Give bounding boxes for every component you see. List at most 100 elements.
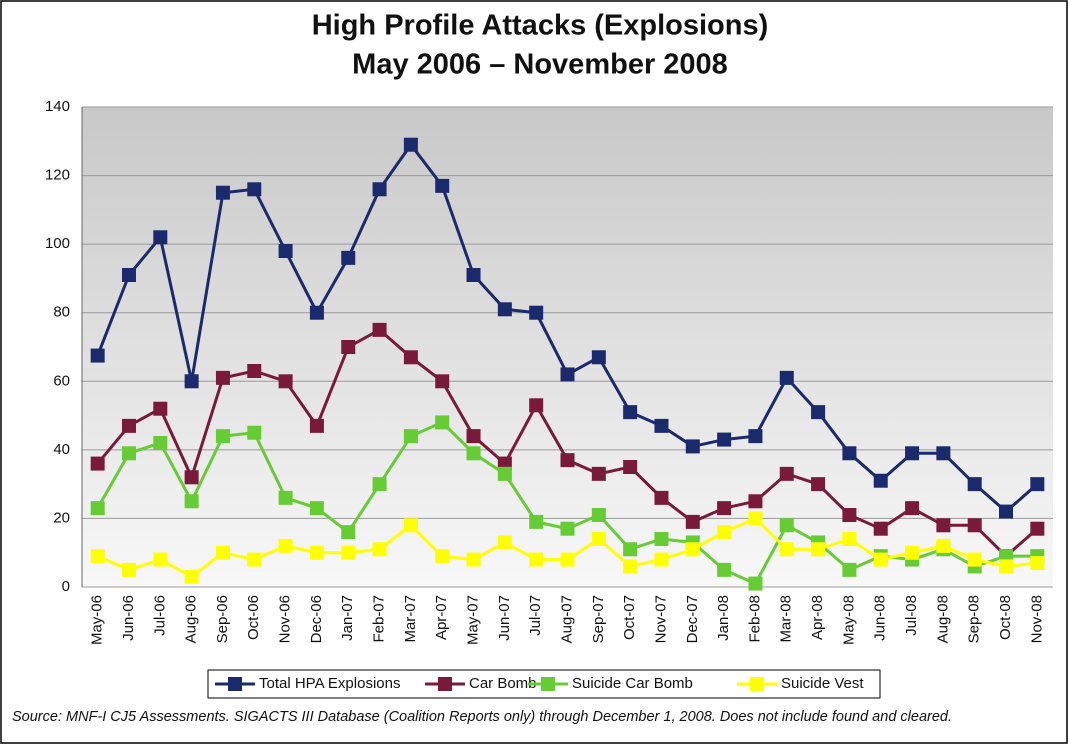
x-tick-label: Jun-08	[872, 595, 889, 641]
data-point	[905, 446, 920, 461]
legend-label: Car Bomb	[469, 675, 537, 692]
x-tick-label: Sep-06	[214, 595, 231, 643]
data-point	[372, 477, 387, 492]
data-point	[497, 302, 512, 317]
data-point	[717, 562, 732, 577]
data-point	[717, 501, 732, 516]
data-point	[936, 518, 951, 533]
x-tick-label: Sep-08	[966, 595, 983, 643]
data-point	[748, 429, 763, 444]
data-point	[591, 466, 606, 481]
data-point	[435, 415, 450, 430]
x-tick-label: Aug-08	[934, 595, 951, 643]
data-point	[403, 137, 418, 152]
data-point	[779, 466, 794, 481]
x-tick-label: Jun-07	[496, 595, 513, 641]
source-note: Source: MNF-I CJ5 Assessments. SIGACTS I…	[12, 709, 952, 725]
data-point	[623, 542, 638, 557]
x-tick-label: Jul-06	[151, 595, 168, 636]
data-point	[247, 364, 262, 378]
data-point	[936, 446, 951, 461]
data-point	[435, 178, 450, 193]
data-point	[560, 552, 575, 567]
x-tick-label: Apr-07	[433, 595, 450, 640]
data-point	[403, 518, 418, 533]
data-point	[842, 532, 857, 546]
data-point	[623, 460, 638, 474]
data-point	[309, 418, 324, 433]
data-point	[999, 504, 1014, 519]
data-point	[184, 374, 199, 389]
legend-marker	[228, 677, 242, 691]
data-point	[529, 514, 544, 529]
data-point	[435, 374, 450, 389]
data-point	[685, 439, 700, 454]
data-point	[466, 429, 481, 444]
data-point	[247, 552, 262, 567]
data-point	[685, 542, 700, 557]
data-point	[717, 525, 732, 540]
data-point	[967, 477, 982, 492]
data-point	[466, 446, 481, 461]
x-tick-label: Nov-07	[652, 595, 669, 643]
data-point	[435, 549, 450, 564]
data-point	[748, 576, 763, 591]
data-point	[372, 182, 387, 197]
data-point	[905, 501, 920, 516]
data-point	[779, 370, 794, 385]
data-point	[184, 470, 199, 485]
data-point	[529, 552, 544, 567]
data-point	[623, 559, 638, 574]
data-point	[90, 549, 105, 564]
data-point	[654, 552, 669, 567]
y-tick-label: 140	[45, 98, 70, 115]
data-point	[591, 350, 606, 365]
data-point	[654, 532, 669, 546]
data-point	[748, 494, 763, 509]
data-point	[654, 418, 669, 433]
data-point	[372, 542, 387, 557]
data-point	[936, 538, 951, 553]
data-point	[529, 305, 544, 320]
data-point	[278, 374, 293, 389]
data-point	[121, 418, 136, 433]
x-tick-label: Feb-07	[371, 595, 388, 643]
legend-marker	[541, 677, 555, 691]
x-tick-label: Nov-06	[277, 595, 294, 643]
data-point	[560, 453, 575, 468]
data-point	[685, 514, 700, 529]
data-point	[811, 542, 826, 557]
data-point	[591, 532, 606, 546]
data-point	[309, 305, 324, 320]
x-tick-label: Jul-08	[903, 595, 920, 636]
legend-label: Suicide Car Bomb	[572, 675, 693, 692]
data-point	[341, 525, 356, 540]
data-point	[999, 559, 1014, 574]
data-point	[153, 552, 168, 567]
data-point	[842, 562, 857, 577]
data-point	[247, 182, 262, 197]
x-tick-label: Oct-06	[245, 595, 262, 640]
data-point	[654, 490, 669, 505]
data-point	[811, 405, 826, 420]
x-tick-label: Dec-06	[308, 595, 325, 643]
data-point	[90, 456, 105, 471]
x-tick-label: Aug-07	[558, 595, 575, 643]
y-tick-label: 60	[53, 372, 70, 389]
data-point	[184, 494, 199, 509]
y-tick-label: 0	[62, 578, 70, 595]
data-point	[905, 545, 920, 560]
x-tick-label: May-07	[465, 595, 482, 645]
x-tick-label: Mar-07	[402, 595, 419, 643]
x-tick-label: Nov-08	[1028, 595, 1045, 643]
chart-subtitle: May 2006 – November 2008	[352, 49, 728, 81]
data-point	[779, 518, 794, 533]
x-tick-label: Feb-08	[746, 595, 763, 643]
data-point	[967, 552, 982, 567]
data-point	[121, 268, 136, 282]
data-point	[873, 521, 888, 536]
data-point	[309, 545, 324, 560]
